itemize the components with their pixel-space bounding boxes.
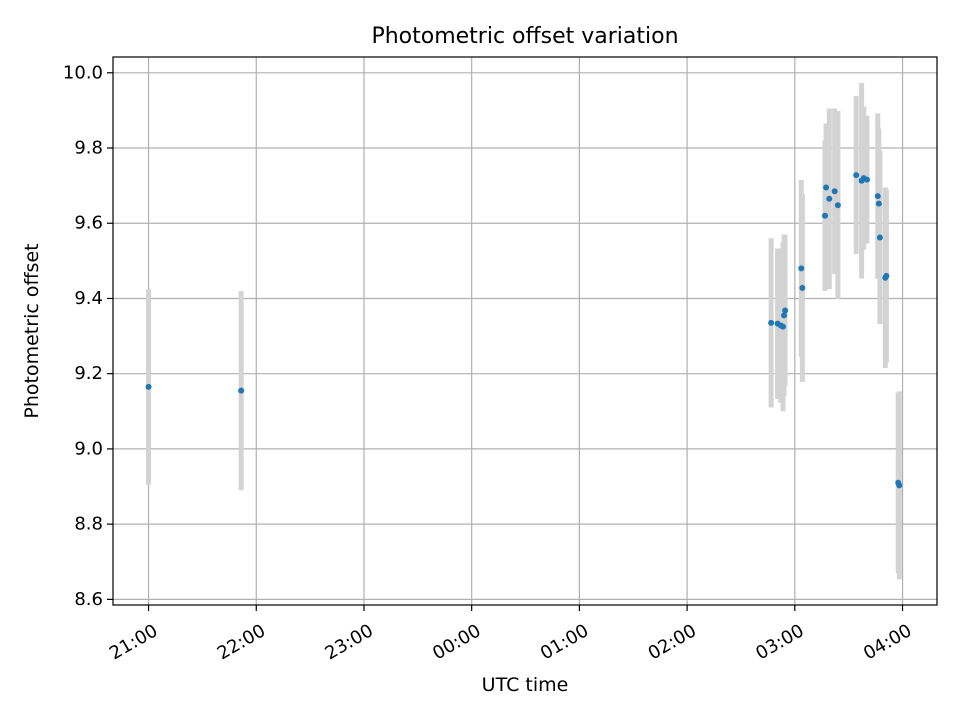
data-point [826,195,833,202]
data-point [863,176,870,183]
y-tick-label: 9.2 [74,363,103,384]
data-point [831,188,838,195]
plot-frame [112,56,938,606]
data-point [798,265,805,272]
data-point [896,482,903,489]
x-axis-label: UTC time [482,674,569,696]
data-point [782,307,789,314]
y-axis-label: Photometric offset [21,243,43,418]
data-point [875,200,882,207]
data-point [145,383,152,390]
y-tick-label: 8.6 [74,589,103,610]
y-tick-label: 9.8 [74,138,103,159]
y-tick-label: 9.4 [74,288,103,309]
y-tick-label: 9.6 [74,213,103,234]
data-point [876,234,883,241]
data-point [799,284,806,291]
y-tick-label: 9.0 [74,438,103,459]
data-point [883,272,890,279]
data-point [853,172,860,179]
y-axis-ticks: 8.6 8.8 9.0 9.2 9.4 9.6 9.8 10.0 [63,62,113,610]
data-point [781,312,788,319]
data-point [821,212,828,219]
data-point [779,323,786,330]
data-point [874,193,881,200]
y-tick-label: 10.0 [63,62,103,83]
y-tick-label: 8.8 [74,514,103,535]
chart-title: Photometric offset variation [371,24,678,49]
data-point [238,387,245,394]
data-point [823,184,830,191]
point-layer [145,172,903,489]
data-point [768,319,775,326]
data-point [834,202,841,209]
